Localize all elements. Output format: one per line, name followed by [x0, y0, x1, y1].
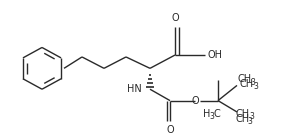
Text: CH: CH	[238, 75, 252, 84]
Text: CH: CH	[240, 78, 254, 89]
Text: C: C	[213, 109, 220, 119]
Text: 3: 3	[249, 112, 254, 121]
Text: 3: 3	[253, 82, 258, 91]
Text: CH: CH	[235, 114, 249, 124]
Text: CH: CH	[236, 109, 250, 119]
Text: H: H	[203, 109, 210, 119]
Text: OH: OH	[207, 50, 222, 60]
Text: 3: 3	[247, 117, 252, 126]
Text: O: O	[191, 96, 199, 106]
Text: HN: HN	[127, 84, 142, 94]
Text: 3: 3	[250, 78, 255, 87]
Text: 3: 3	[209, 112, 214, 121]
Text: O: O	[166, 125, 174, 135]
Text: O: O	[171, 13, 179, 23]
